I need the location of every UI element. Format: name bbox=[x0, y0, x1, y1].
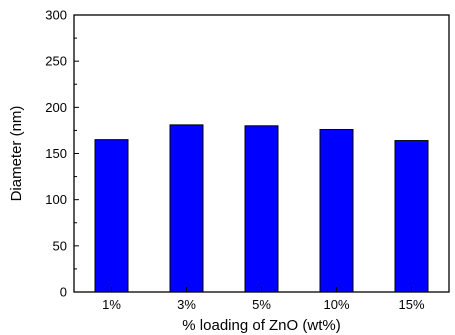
x-tick-label: 10% bbox=[323, 297, 349, 312]
y-tick-label: 0 bbox=[60, 285, 67, 300]
bar-1pct bbox=[94, 139, 129, 293]
bar-10pct bbox=[319, 128, 354, 293]
y-axis-label: Diameter (nm) bbox=[8, 106, 25, 202]
bar-15pct bbox=[394, 140, 429, 293]
x-tick-label: 3% bbox=[177, 297, 196, 312]
y-tick-label: 50 bbox=[53, 238, 67, 253]
y-tick-label: 150 bbox=[45, 146, 67, 161]
bar-5pct bbox=[244, 125, 279, 293]
x-tick-label: 1% bbox=[102, 297, 121, 312]
x-tick-label: 15% bbox=[398, 297, 424, 312]
y-tick-label: 100 bbox=[45, 192, 67, 207]
y-tick-label: 250 bbox=[45, 54, 67, 69]
x-tick-label: 5% bbox=[252, 297, 271, 312]
bars-group bbox=[94, 124, 429, 293]
bar-3pct bbox=[169, 124, 204, 293]
y-tick-label: 200 bbox=[45, 100, 67, 115]
x-axis-label: % loading of ZnO (wt%) bbox=[182, 317, 340, 334]
plot-frame bbox=[73, 14, 450, 293]
x-axis-ticks: 1% 3% 5% 10% 15% bbox=[102, 287, 425, 312]
y-tick-label: 300 bbox=[45, 8, 67, 23]
